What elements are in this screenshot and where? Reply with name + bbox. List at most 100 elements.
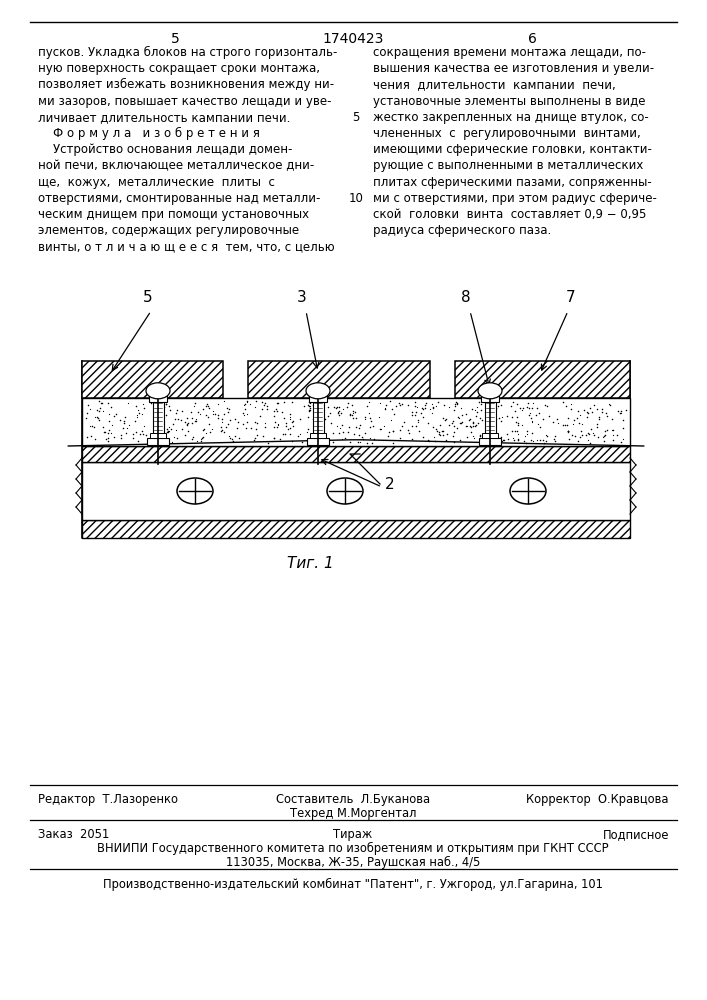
Point [134,426,146,442]
Point [284,409,296,425]
Bar [82,398,630,446]
Point [380,401,391,417]
Point [453,410,464,426]
Point [549,428,561,444]
Point [191,413,202,429]
Text: радиуса сферического паза.: радиуса сферического паза. [373,224,551,237]
Point [575,423,587,439]
Point [443,399,455,415]
Point [354,420,365,436]
Point [215,423,226,439]
Point [304,402,315,418]
Point [402,397,414,413]
Point [177,421,188,437]
Point [200,407,211,423]
Point [348,426,359,442]
Point [218,393,230,409]
Point [575,407,586,423]
Point [341,399,352,415]
Point [187,431,198,447]
Point [308,411,319,427]
Text: установочные элементы выполнены в виде: установочные элементы выполнены в виде [373,95,645,108]
Point [461,429,472,445]
Point [450,398,461,414]
Point [171,422,182,438]
Point [492,398,503,414]
Point [460,418,472,434]
Point [410,404,421,420]
Point [127,430,138,446]
Point [467,415,479,431]
Point [423,433,435,449]
Point [351,410,362,426]
Point [368,431,380,447]
Point [583,405,594,421]
Point [508,394,519,410]
Point [213,410,224,426]
Point [131,424,142,440]
Point [238,397,250,413]
Bar [309,396,327,402]
Point [452,396,463,412]
Point [85,428,96,444]
Point [303,409,314,425]
Point [506,398,517,414]
Point [512,417,523,433]
Point [598,428,609,444]
Point [375,421,386,437]
Point [151,428,162,444]
Point [249,399,260,415]
Bar [149,396,167,402]
Text: ческим днищем при помощи установочных: ческим днищем при помощи установочных [38,208,309,221]
Point [171,430,182,446]
Point [410,418,421,434]
Point [517,402,528,418]
Point [315,435,327,451]
Point [427,399,438,415]
Point [149,426,160,442]
Point [482,417,493,433]
Point [343,419,354,435]
Point [438,423,449,439]
Point [422,415,433,431]
Point [601,422,612,438]
Point [514,400,525,416]
Point [103,413,115,429]
Point [607,432,618,448]
Point [498,432,510,448]
Text: сокращения времени монтажа лещади, по-: сокращения времени монтажа лещади, по- [373,46,646,59]
Point [197,401,209,417]
Point [523,407,534,423]
Point [154,409,165,425]
Point [123,417,134,433]
Point [427,419,438,435]
Point [250,414,261,430]
Point [354,434,366,450]
Point [578,402,589,418]
Point [225,430,236,446]
Point [119,409,131,425]
Point [242,393,253,409]
Point [96,395,107,411]
Point [571,410,583,426]
Point [491,400,502,416]
Point [615,403,626,419]
Text: 5: 5 [352,111,360,124]
Point [452,395,463,411]
Point [412,399,423,415]
Point [513,426,524,442]
Point [221,400,233,416]
Point [449,402,460,418]
Point [440,412,451,428]
Point [304,400,315,416]
Point [513,432,524,448]
Point [250,393,262,409]
Point [278,394,289,410]
Point [440,411,451,427]
Point [476,402,487,418]
Point [354,417,366,433]
Point [148,421,160,437]
Point [332,399,343,415]
Point [155,414,166,430]
Point [165,421,177,437]
